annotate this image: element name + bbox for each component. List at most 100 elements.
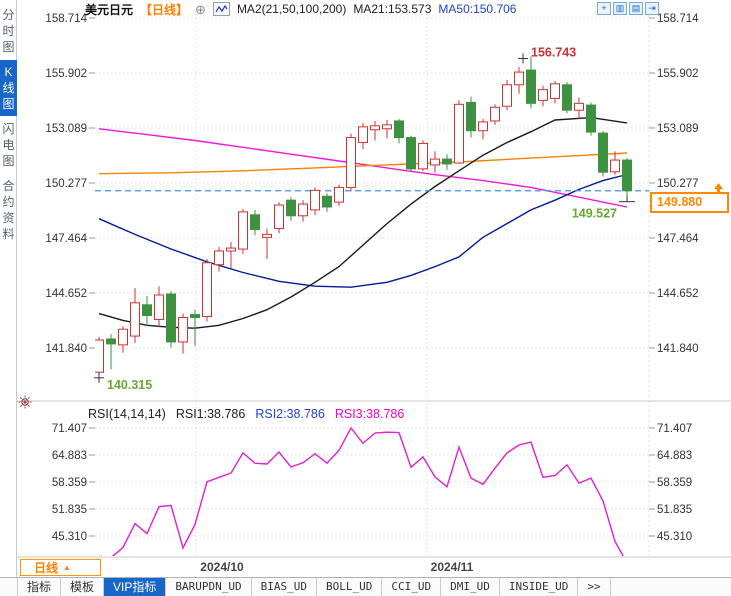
svg-text:45.310: 45.310 (657, 531, 692, 543)
tab-vip-indicator[interactable]: VIP指标 (104, 578, 167, 596)
chart-header: 美元日元 【日线】 ⊕ MA2(21,50,100,200) MA21:153.… (85, 1, 516, 17)
candle-body (334, 186, 344, 203)
tab-more[interactable]: >> (578, 578, 611, 596)
candle-body (610, 159, 620, 173)
current-price-tag: 149.880 (650, 192, 729, 213)
candle-body (95, 339, 104, 373)
svg-text:147.464: 147.464 (657, 233, 699, 245)
svg-text:45.310: 45.310 (52, 531, 87, 543)
panel-layout-icon[interactable]: ▤ (629, 2, 643, 15)
candle-body (562, 84, 572, 111)
tab-cci-ud[interactable]: CCI_UD (382, 578, 442, 596)
svg-text:140.315: 140.315 (107, 378, 152, 392)
ma-zigzag-glyph (215, 4, 228, 13)
period-selector[interactable]: 日线 ▲ (20, 559, 101, 576)
candle-body (214, 250, 224, 266)
collapse-right-icon[interactable]: ⇥ (645, 2, 659, 15)
candle-body (118, 328, 128, 346)
gridlines (89, 10, 655, 556)
move-crosshair-icon[interactable]: + (597, 2, 611, 15)
left-sidebar: 分时图 K线图 闪电图 合约资料 (0, 0, 17, 577)
ma21-value: MA21:153.573 (353, 2, 432, 16)
candle-body (430, 158, 440, 166)
svg-text:147.464: 147.464 (45, 233, 87, 245)
candle-body (358, 126, 368, 143)
candle-body (322, 195, 332, 208)
candle-body (550, 83, 560, 99)
ma-chart-icon[interactable] (212, 2, 230, 16)
svg-text:51.835: 51.835 (52, 504, 87, 516)
svg-text:51.835: 51.835 (657, 504, 692, 516)
candle-body (538, 89, 548, 101)
candle-body (286, 199, 296, 217)
ma50-value: MA50:150.706 (438, 2, 517, 16)
svg-text:153.089: 153.089 (657, 123, 699, 135)
tab-barupdn-ud[interactable]: BARUPDN_UD (166, 578, 252, 596)
ma-group-label: MA2(21,50,100,200) (236, 2, 347, 16)
tab-inside-ud[interactable]: INSIDE_UD (500, 578, 579, 596)
svg-text:155.902: 155.902 (45, 68, 87, 80)
panel-dividers (17, 400, 731, 558)
sidebar-item-kline-chart[interactable]: K线图 (0, 60, 17, 116)
candle-body (514, 71, 524, 86)
candle-body (274, 204, 284, 230)
svg-text:58.359: 58.359 (52, 477, 87, 489)
candle-body (310, 189, 320, 211)
rsi-line (99, 426, 624, 556)
rsi-header: RSI(14,14,14) RSI1:38.786 RSI2:38.786 RS… (88, 407, 404, 421)
svg-text:64.883: 64.883 (657, 450, 692, 462)
svg-text:155.902: 155.902 (657, 68, 699, 80)
candle-body (130, 302, 140, 337)
candle-body (466, 101, 476, 132)
period-label: 【日线】 (140, 2, 189, 17)
flash-glyph (18, 395, 32, 409)
candle-body (346, 137, 356, 188)
svg-text:2024/11: 2024/11 (431, 560, 474, 574)
sidebar-item-contract-info[interactable]: 合约资料 (2, 179, 15, 241)
candle-body (526, 69, 536, 104)
tab-indicator[interactable]: 指标 (17, 578, 62, 596)
candle-body (478, 121, 488, 132)
svg-text:71.407: 71.407 (52, 423, 87, 435)
tab-bias-ud[interactable]: BIAS_UD (252, 578, 317, 596)
candle-body (370, 125, 380, 131)
candle-body (178, 316, 188, 343)
candle-body (298, 203, 308, 217)
symbol-title: 美元日元 (85, 2, 134, 17)
candle-body (202, 262, 212, 318)
annotations: 156.743 140.315 149.527 (94, 46, 635, 392)
svg-text:149.527: 149.527 (572, 207, 617, 221)
bar-scale-icon[interactable]: ▥ (613, 2, 627, 15)
chart-toolbar: + ▥ ▤ ⇥ (597, 2, 659, 15)
candle-body (406, 137, 416, 170)
svg-text:141.840: 141.840 (45, 343, 87, 355)
sidebar-item-lightning-chart[interactable]: 闪电图 (2, 122, 15, 168)
tab-template[interactable]: 模板 (61, 578, 105, 596)
tab-boll-ud[interactable]: BOLL_UD (317, 578, 383, 596)
svg-text:150.277: 150.277 (45, 178, 87, 190)
svg-text:144.652: 144.652 (45, 288, 87, 300)
bottom-tab-bar: 指标 模板 VIP指标 BARUPDN_UD BIAS_UD BOLL_UD C… (0, 577, 731, 596)
candle-body (382, 124, 392, 130)
candle-body (262, 233, 272, 238)
candle-body (154, 294, 164, 320)
rsi-name-label: RSI(14,14,14) (88, 407, 166, 421)
candle-body (394, 120, 404, 139)
candle-body (454, 103, 464, 164)
period-up-triangle-icon: ▲ (63, 563, 71, 572)
tab-dmi-ud[interactable]: DMI_UD (441, 578, 500, 596)
candle-body (442, 158, 452, 165)
expand-icon[interactable]: ⊕ (195, 1, 206, 17)
candle-body (598, 132, 608, 173)
period-selector-label: 日线 (34, 561, 59, 575)
rsi1-value: RSI1:38.786 (175, 407, 246, 421)
svg-text:153.089: 153.089 (45, 123, 87, 135)
candle-body (502, 84, 512, 107)
candle-body (166, 293, 176, 343)
candle-body (622, 159, 632, 192)
candle-body (226, 247, 236, 252)
flash-icon[interactable] (18, 395, 32, 414)
sidebar-item-time-chart[interactable]: 分时图 (2, 8, 15, 54)
